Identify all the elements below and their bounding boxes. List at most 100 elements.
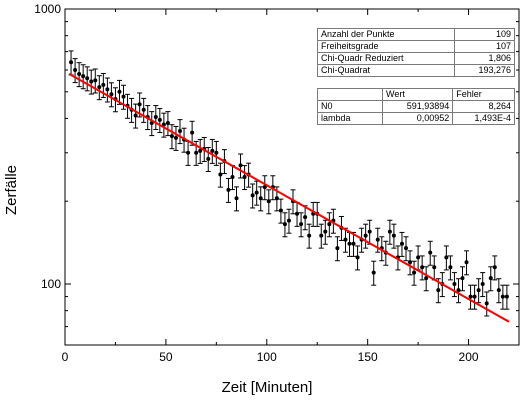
y-tick-label: 1000 <box>34 2 61 16</box>
data-point <box>186 150 191 155</box>
data-point <box>456 288 461 293</box>
data-point <box>387 229 392 234</box>
data-point <box>169 134 174 139</box>
data-point <box>262 185 267 190</box>
param-error: 1,493E-4 <box>452 112 515 125</box>
params-header-cell <box>317 88 383 101</box>
data-point <box>89 79 94 84</box>
param-name: lambda <box>317 112 383 125</box>
fit-statistics-table: Anzahl der Punkte 109 Freiheitsgrade 107… <box>317 28 516 77</box>
params-row: lambda 0,00952 1,493E-4 <box>317 112 515 125</box>
data-point <box>81 74 86 79</box>
data-point <box>198 148 203 153</box>
data-point <box>157 117 162 122</box>
params-header-cell: Fehler <box>452 88 515 101</box>
data-point <box>153 114 158 119</box>
axes: 0 50 100 150 200 100 1000 <box>34 2 520 364</box>
stats-value: 1,806 <box>453 52 516 65</box>
data-point <box>492 265 497 270</box>
y-tick-label: 100 <box>41 277 61 291</box>
data-point <box>218 172 223 177</box>
data-point <box>105 87 110 92</box>
data-point <box>476 288 481 293</box>
x-tick-label: 100 <box>257 350 277 364</box>
data-point <box>327 222 332 227</box>
data-point <box>420 265 425 270</box>
data-point <box>416 255 421 260</box>
params-header-cell: Wert <box>381 88 454 101</box>
data-point <box>428 250 433 255</box>
data-point <box>93 78 98 83</box>
plot-frame <box>64 8 520 346</box>
data-point <box>206 156 211 161</box>
fit-line <box>68 73 510 323</box>
data-point <box>391 233 396 238</box>
data-point <box>444 255 449 260</box>
data-point <box>351 241 356 246</box>
data-point <box>460 276 465 281</box>
data-point <box>404 246 409 251</box>
data-point <box>214 150 219 155</box>
data-point <box>299 222 304 227</box>
data-point <box>117 89 122 94</box>
data-point <box>464 260 469 265</box>
params-row: N0 591,93894 8,264 <box>317 100 515 113</box>
data-point <box>250 193 255 198</box>
param-name: N0 <box>317 100 383 113</box>
x-tick-label: 200 <box>459 350 479 364</box>
stats-label: Chi-Quadr Reduziert <box>317 52 455 65</box>
stats-row: Freiheitsgrade 107 <box>317 40 516 53</box>
data-point <box>141 107 146 112</box>
data-point <box>295 211 300 216</box>
data-point <box>133 113 138 118</box>
data-point <box>488 276 493 281</box>
data-point <box>472 294 477 299</box>
data-point <box>335 246 340 251</box>
data-point <box>371 270 376 275</box>
y-axis-title: Zerfälle <box>3 165 20 215</box>
data-point <box>480 281 485 286</box>
data-point <box>165 120 170 125</box>
data-points <box>69 60 509 306</box>
data-point <box>323 229 328 234</box>
data-point <box>504 294 509 299</box>
data-point <box>254 190 259 195</box>
stats-value: 109 <box>453 28 516 41</box>
data-point <box>375 237 380 242</box>
data-point <box>210 148 215 153</box>
stats-row: Chi-Quadr Reduziert 1,806 <box>317 52 516 65</box>
data-point <box>234 196 239 201</box>
data-point <box>408 260 413 265</box>
data-point <box>121 94 126 99</box>
data-point <box>500 294 505 299</box>
data-point <box>161 122 166 127</box>
data-point <box>452 281 457 286</box>
data-point <box>355 255 360 260</box>
data-point <box>69 60 74 65</box>
data-point <box>258 196 263 201</box>
fit-parameters-table: Wert Fehler N0 591,93894 8,264 lambda 0,… <box>317 88 515 125</box>
data-point <box>85 76 90 81</box>
data-point <box>274 196 279 201</box>
data-point <box>97 85 102 90</box>
params-header-row: Wert Fehler <box>317 88 515 101</box>
data-point <box>173 135 178 140</box>
data-point <box>226 187 231 192</box>
x-axis-title: Zeit [Minuten] <box>222 379 313 396</box>
data-point <box>73 68 78 73</box>
data-point <box>307 233 312 238</box>
data-point <box>194 150 199 155</box>
data-point <box>347 241 352 246</box>
data-point <box>496 288 501 293</box>
data-point <box>484 301 489 306</box>
data-point <box>412 270 417 275</box>
data-point <box>278 208 283 213</box>
fit-curve <box>68 73 510 323</box>
param-value: 0,00952 <box>381 112 454 125</box>
data-point <box>367 229 372 234</box>
stats-row: Chi-Quadrat 193,276 <box>317 64 516 77</box>
data-point <box>282 222 287 227</box>
stats-label: Freiheitsgrade <box>317 40 455 53</box>
data-point <box>424 276 429 281</box>
